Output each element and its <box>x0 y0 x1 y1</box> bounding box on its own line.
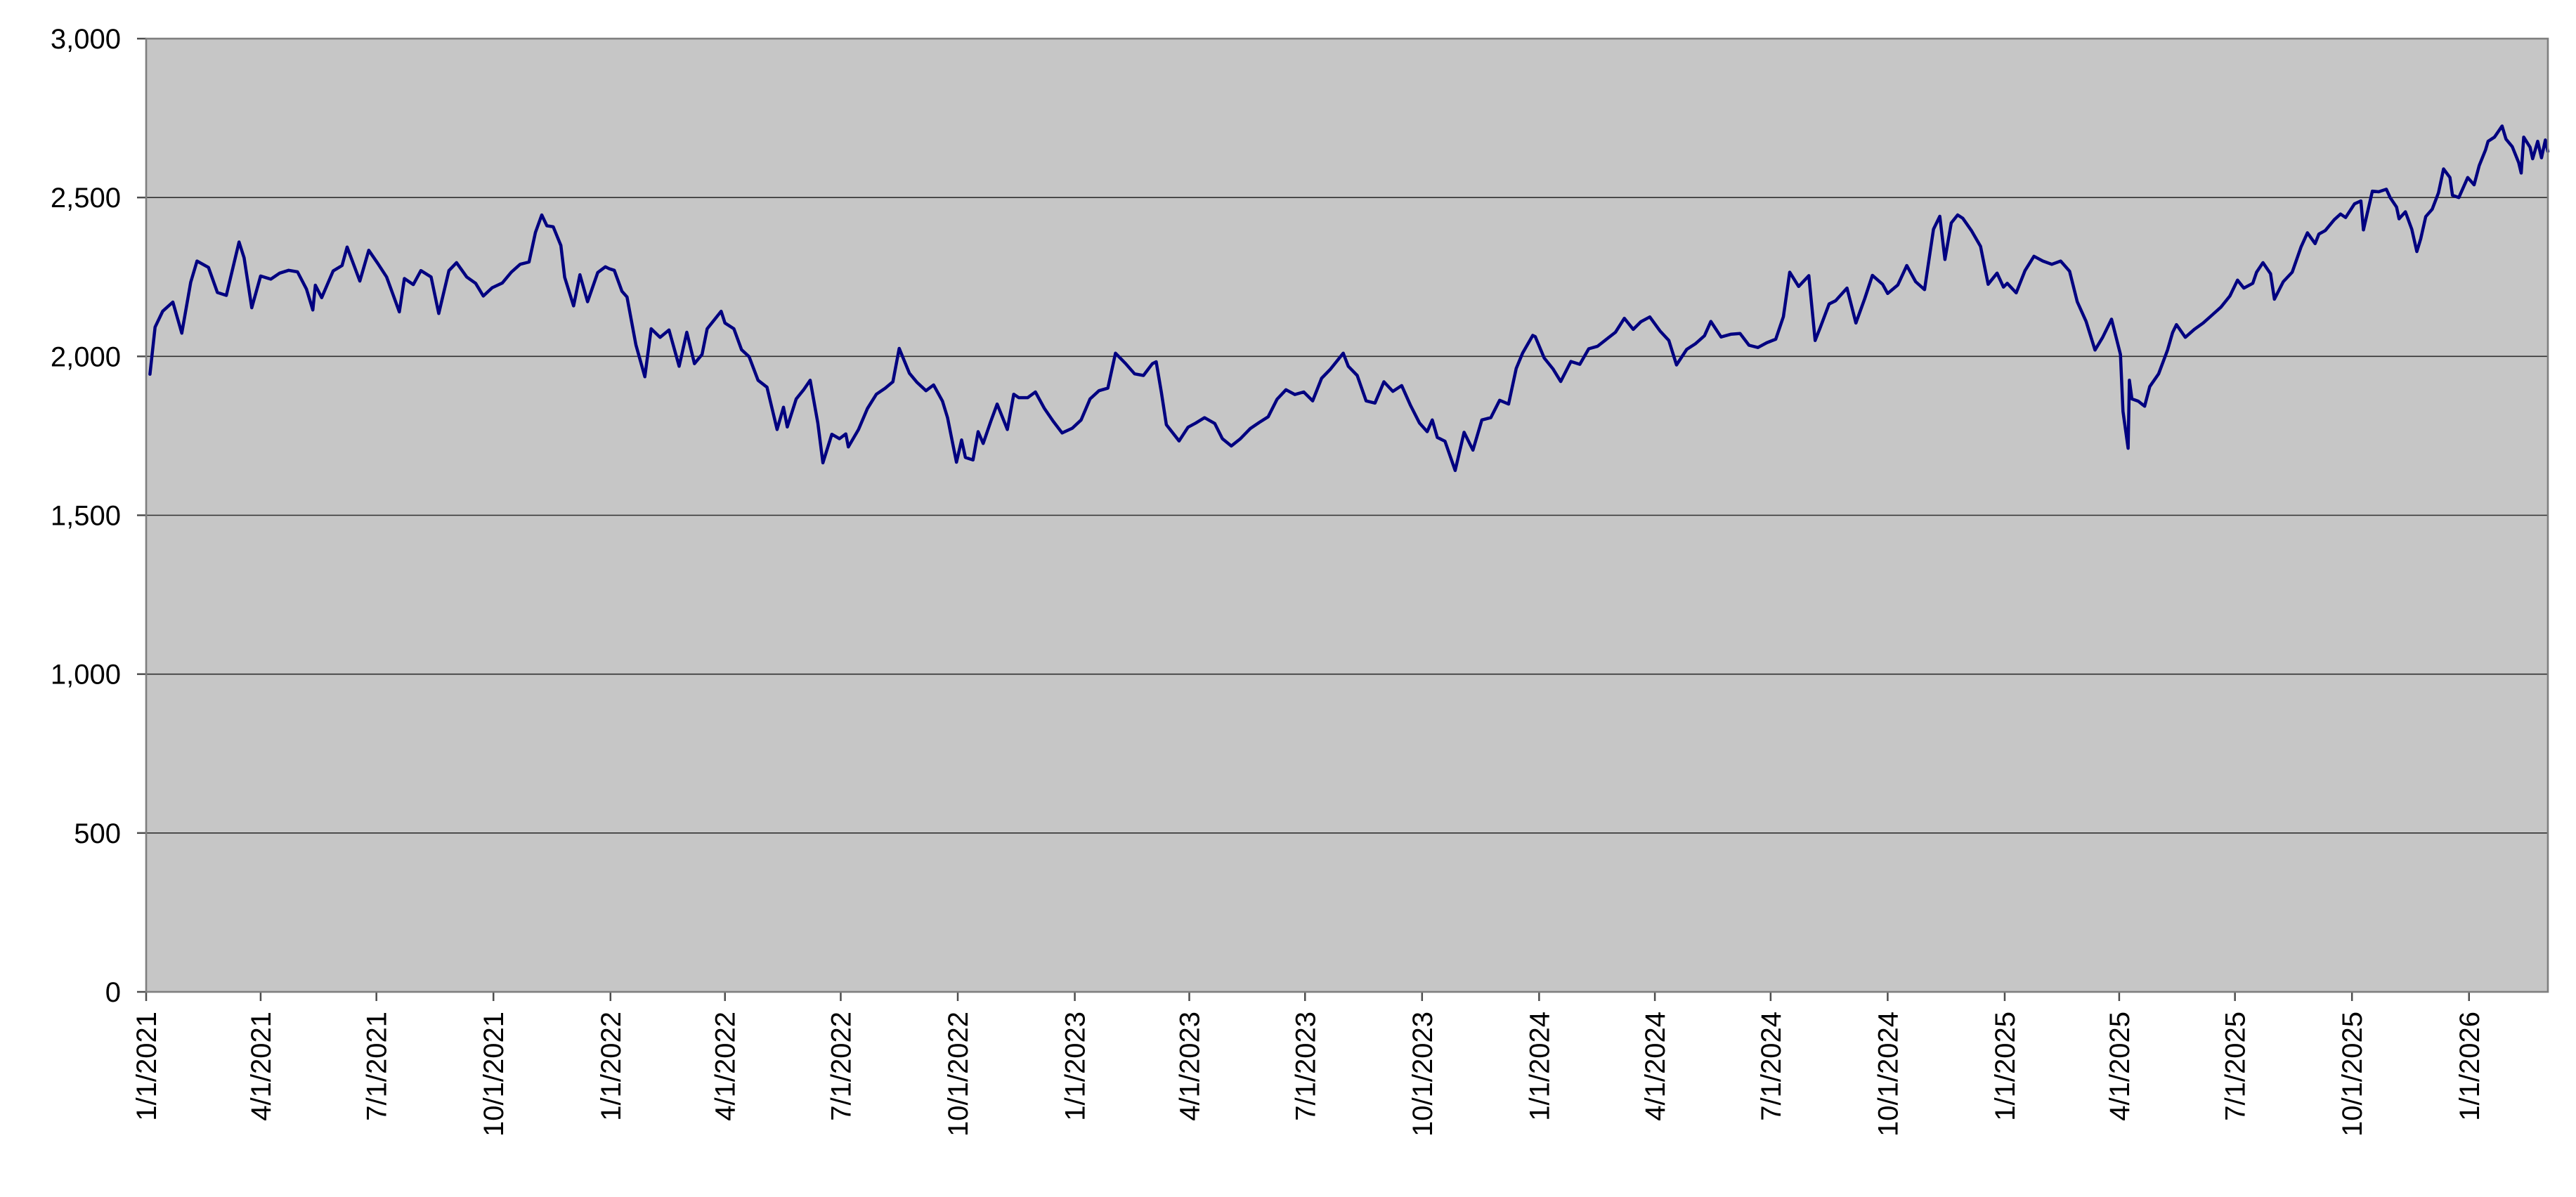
x-tick-label: 1/1/2024 <box>1524 1012 1555 1121</box>
x-tick-label: 10/1/2021 <box>479 1012 509 1137</box>
x-tick-label: 7/1/2023 <box>1290 1012 1321 1121</box>
x-tick-label: 10/1/2022 <box>943 1012 974 1137</box>
axis-ticks <box>137 37 2471 1001</box>
x-tick-label: 1/1/2021 <box>131 1012 162 1121</box>
x-tick-label: 1/1/2025 <box>1990 1012 2021 1121</box>
y-tick-label: 1,500 <box>51 501 121 532</box>
x-tick-label: 7/1/2025 <box>2220 1012 2251 1121</box>
x-tick-label: 1/1/2026 <box>2454 1012 2485 1121</box>
y-tick-label: 1,000 <box>51 660 121 691</box>
plot-border <box>145 37 2549 993</box>
y-tick-label: 2,000 <box>51 341 121 372</box>
x-tick-label: 10/1/2023 <box>1407 1012 1438 1137</box>
x-tick-label: 7/1/2021 <box>362 1012 393 1121</box>
x-tick-label: 7/1/2024 <box>1756 1012 1787 1121</box>
x-tick-label: 10/1/2024 <box>1873 1012 1904 1137</box>
x-tick-label: 10/1/2025 <box>2337 1012 2368 1137</box>
x-tick-label: 1/1/2023 <box>1060 1012 1091 1121</box>
y-axis-labels: 0 500 1,000 1,500 2,000 2,500 3,000 <box>51 24 121 1008</box>
x-tick-label: 4/1/2025 <box>2105 1012 2135 1121</box>
x-tick-label: 4/1/2021 <box>246 1012 277 1121</box>
y-tick-label: 2,500 <box>51 183 121 214</box>
x-tick-label: 7/1/2022 <box>826 1012 857 1121</box>
x-tick-label: 4/1/2022 <box>710 1012 741 1121</box>
x-tick-label: 4/1/2024 <box>1640 1012 1671 1121</box>
x-tick-label: 1/1/2022 <box>596 1012 627 1121</box>
y-tick-label: 500 <box>74 818 121 849</box>
y-tick-label: 0 <box>105 977 121 1008</box>
x-tick-label: 4/1/2023 <box>1175 1012 1206 1121</box>
x-axis-labels: 1/1/2021 4/1/2021 7/1/2021 10/1/2021 1/1/202… <box>131 1012 2485 1137</box>
y-tick-label: 3,000 <box>51 24 121 55</box>
series-line <box>148 124 2550 472</box>
